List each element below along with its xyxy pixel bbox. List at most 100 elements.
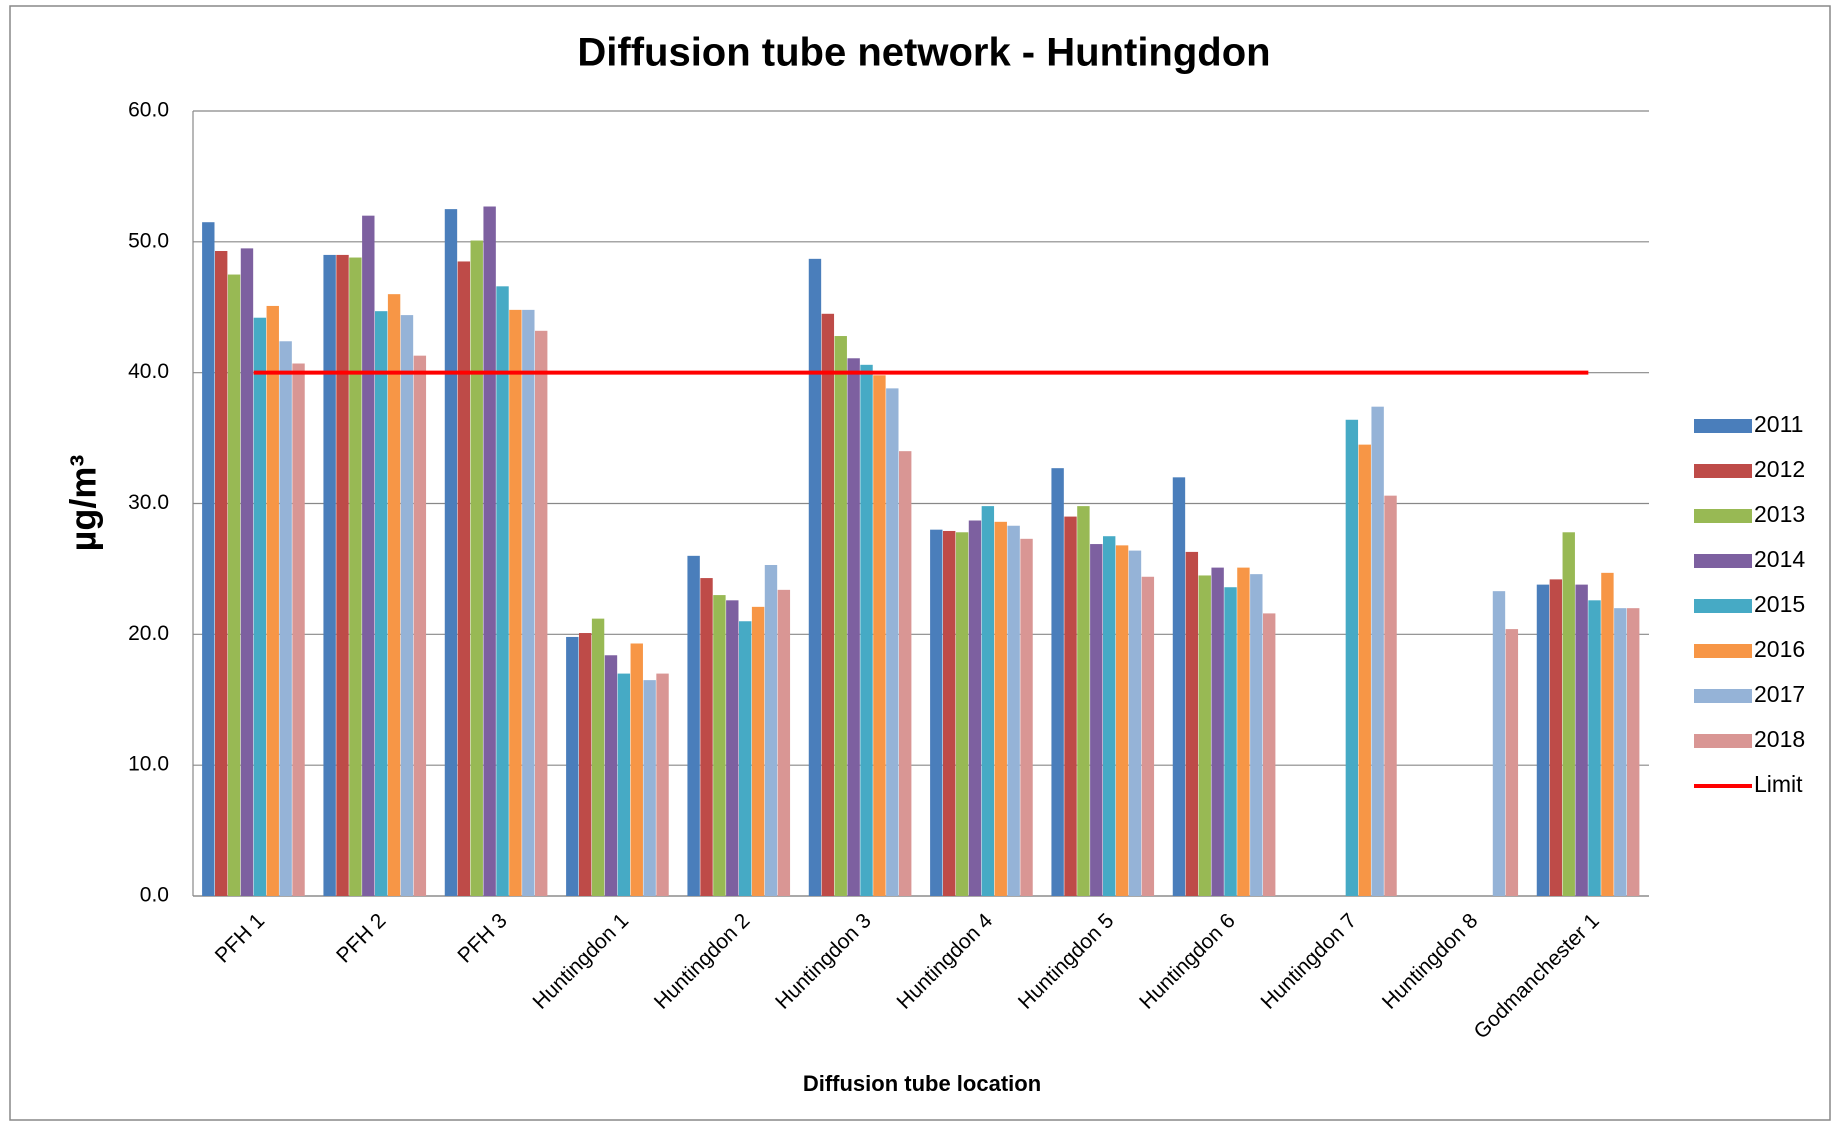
bar — [1345, 419, 1359, 896]
bar — [860, 364, 873, 897]
bar — [942, 530, 956, 896]
legend-label: 2013 — [1754, 501, 1805, 527]
bar — [535, 330, 548, 896]
y-tick-label: 40.0 — [128, 360, 169, 383]
bar — [726, 600, 739, 896]
bar — [240, 248, 254, 896]
bar — [1172, 477, 1186, 896]
bar — [1077, 506, 1090, 896]
bar — [777, 589, 791, 896]
legend-swatch — [1694, 419, 1752, 433]
bar — [1250, 574, 1263, 896]
y-axis-title: µg/m³ — [63, 455, 104, 552]
bar — [630, 643, 643, 896]
bar — [400, 315, 414, 897]
bar — [1051, 468, 1064, 896]
bar — [375, 311, 388, 896]
bar — [656, 673, 669, 896]
bar — [1141, 576, 1155, 896]
bar — [1007, 525, 1020, 896]
y-tick-label: 50.0 — [128, 229, 169, 252]
bar — [1115, 545, 1129, 896]
bar — [968, 520, 982, 896]
bar — [994, 521, 1007, 896]
bar — [522, 309, 535, 896]
bar — [700, 578, 713, 896]
bar — [1627, 608, 1640, 896]
bar — [214, 250, 228, 896]
legend-label: 2014 — [1754, 546, 1805, 572]
legend-swatch — [1694, 554, 1752, 568]
bar — [336, 254, 349, 896]
bar — [1064, 516, 1077, 896]
bar — [873, 375, 886, 896]
bar — [1549, 579, 1563, 896]
legend-label: Limit — [1754, 771, 1803, 797]
bar — [1128, 550, 1142, 896]
y-tick-label: 10.0 — [128, 753, 169, 776]
bar — [1505, 629, 1519, 896]
bar — [687, 555, 700, 896]
bar — [323, 254, 336, 896]
bar — [387, 294, 401, 897]
bar — [266, 305, 279, 897]
bar — [470, 240, 483, 896]
legend-swatch — [1694, 464, 1752, 478]
bar — [1492, 591, 1506, 896]
bar — [1562, 532, 1575, 896]
bar — [847, 358, 860, 896]
bar — [821, 313, 835, 897]
bar — [713, 595, 726, 896]
bar — [1575, 584, 1588, 896]
bar — [1536, 584, 1550, 896]
legend-label: 2015 — [1754, 591, 1805, 617]
bar — [1358, 444, 1371, 896]
bar — [1185, 551, 1199, 896]
bar — [279, 341, 292, 896]
bar — [886, 388, 899, 896]
bar — [1090, 544, 1103, 896]
bar — [349, 257, 362, 896]
bar — [981, 506, 995, 896]
y-tick-label: 60.0 — [128, 99, 169, 122]
legend-label: 2017 — [1754, 681, 1805, 707]
bar — [808, 258, 822, 896]
bar — [751, 606, 765, 896]
bar — [1224, 587, 1237, 896]
bar — [604, 655, 618, 896]
bar — [899, 451, 912, 896]
bar — [1198, 575, 1211, 896]
bar — [457, 261, 471, 896]
bar — [1237, 567, 1250, 896]
y-tick-label: 30.0 — [128, 491, 169, 514]
bar — [1211, 567, 1224, 896]
bar — [1614, 608, 1627, 896]
bar — [617, 673, 631, 896]
bar — [1384, 495, 1397, 896]
y-tick-label: 20.0 — [128, 622, 169, 645]
bar — [930, 529, 943, 896]
bar — [764, 564, 778, 896]
legend-label: 2012 — [1754, 456, 1805, 482]
legend-swatch — [1694, 509, 1752, 523]
legend-label: 2018 — [1754, 726, 1805, 752]
bar — [253, 317, 267, 896]
bar — [444, 209, 458, 896]
legend-swatch — [1694, 734, 1752, 748]
bar — [292, 363, 305, 897]
bar — [202, 222, 215, 897]
legend-swatch — [1694, 689, 1752, 703]
bar — [591, 618, 605, 896]
bar — [413, 355, 427, 896]
bar — [955, 532, 969, 896]
chart-title: Diffusion tube network - Huntingdon — [577, 31, 1270, 75]
bar — [1020, 538, 1033, 896]
bar — [496, 286, 509, 897]
x-axis-title: Diffusion tube location — [803, 1071, 1041, 1096]
bar — [227, 274, 241, 897]
bar — [643, 680, 656, 896]
chart-frame — [9, 5, 1831, 1121]
legend-label: 2016 — [1754, 636, 1805, 662]
legend-label: 2011 — [1754, 411, 1803, 437]
